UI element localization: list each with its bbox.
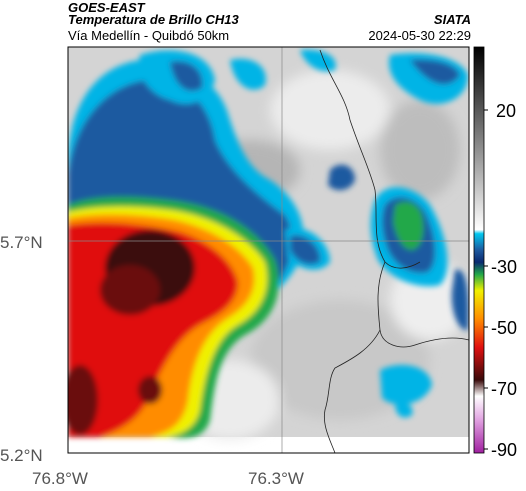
longitude-label-left: 76.8°W — [32, 469, 88, 488]
colorbar-tick-minus70: -70 — [491, 379, 517, 399]
organization-label: SIATA — [433, 12, 471, 27]
colorbar-gradient — [473, 46, 485, 454]
colorbar: 20 -30 -50 -70 -90 — [473, 46, 517, 460]
product-title: Temperatura de Brillo CH13 — [68, 12, 239, 27]
longitude-label-right: 76.3°W — [248, 469, 304, 488]
colorbar-tick-minus90: -90 — [491, 440, 517, 460]
map-frame — [67, 46, 470, 454]
colorbar-tick-20: 20 — [496, 101, 516, 121]
colorbar-tick-minus30: -30 — [491, 257, 517, 277]
colorbar-tick-minus50: -50 — [491, 318, 517, 338]
brightness-temperature-field — [68, 47, 469, 453]
timestamp-label: 2024-05-30 22:29 — [368, 28, 471, 43]
region-label: Vía Medellín - Quibdó 50km — [68, 28, 230, 43]
latitude-label-lower: 5.2°N — [0, 446, 43, 465]
satellite-name: GOES-EAST — [68, 0, 145, 15]
latitude-label-upper: 5.7°N — [0, 233, 43, 252]
